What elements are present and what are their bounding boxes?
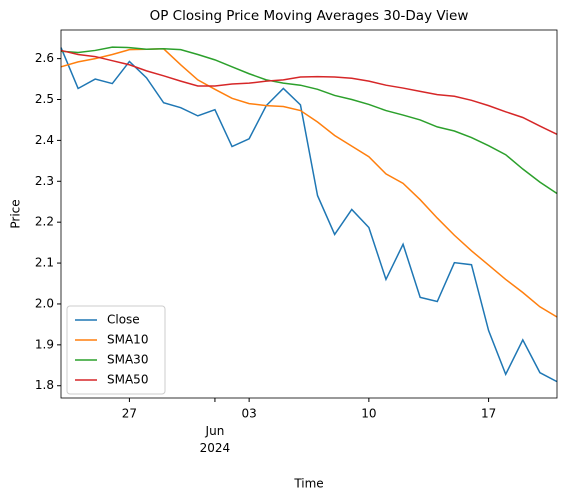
- x-tick-label: 10: [361, 407, 376, 421]
- y-tick-label: 2.2: [35, 215, 54, 229]
- y-tick-label: 2.6: [35, 51, 54, 65]
- y-tick-label: 2.4: [35, 133, 54, 147]
- chart-title: OP Closing Price Moving Averages 30-Day …: [150, 8, 469, 24]
- legend-label: SMA50: [107, 373, 148, 387]
- x-axis-label: Time: [293, 477, 323, 491]
- y-tick-label: 2.5: [35, 92, 54, 106]
- legend-label: SMA10: [107, 333, 148, 347]
- y-tick-label: 1.8: [35, 378, 54, 392]
- x-tick-label: 17: [481, 407, 496, 421]
- y-axis-label: Price: [9, 199, 23, 228]
- y-tick-label: 1.9: [35, 337, 54, 351]
- x-tick-label: Jun 2024: [200, 424, 231, 455]
- line-series: [60, 46, 558, 195]
- legend-label: Close: [107, 313, 140, 327]
- line-series: [60, 48, 558, 318]
- plot-frame: [60, 29, 558, 399]
- y-tick-label: 2.3: [35, 174, 54, 188]
- x-tick-label: 03: [241, 407, 256, 421]
- y-tick-label: 2.1: [35, 256, 54, 270]
- legend-box: [66, 305, 166, 395]
- y-tick-label: 2.0: [35, 296, 54, 310]
- legend-label: SMA30: [107, 353, 148, 367]
- line-series: [60, 47, 558, 383]
- x-tick-label: 27: [122, 407, 137, 421]
- line-series: [60, 49, 558, 135]
